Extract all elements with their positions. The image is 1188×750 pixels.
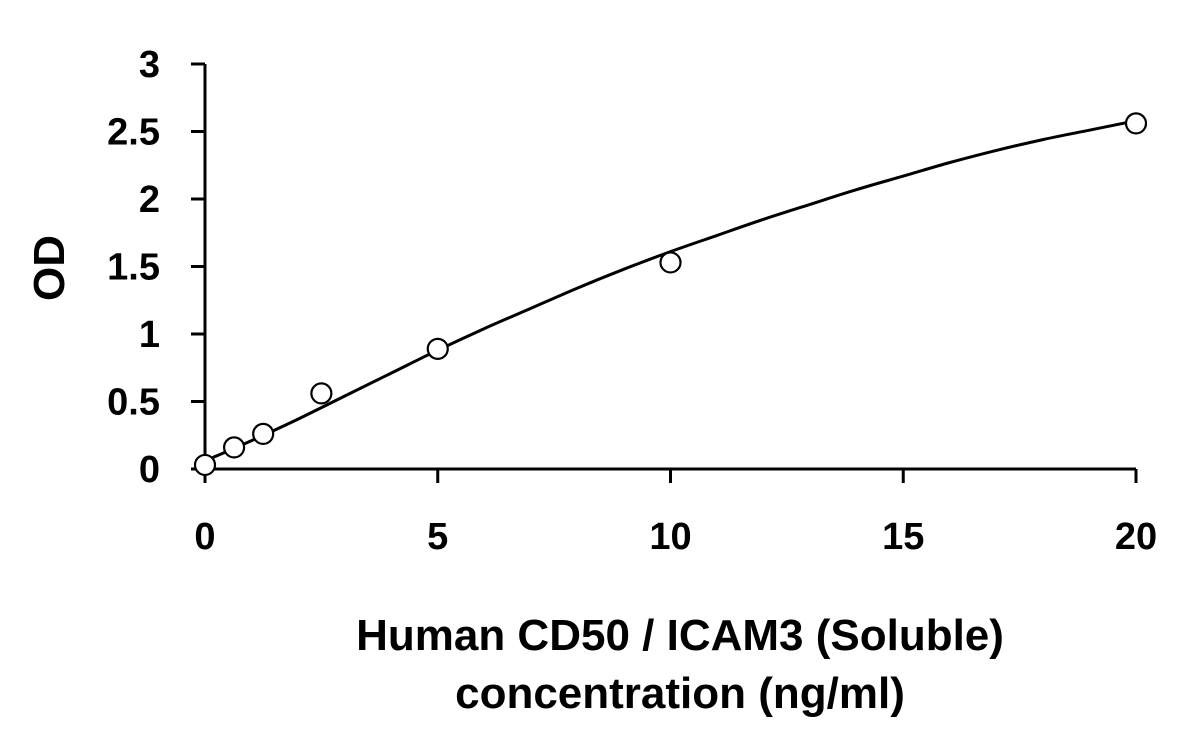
- x-ticks: [203, 469, 1138, 483]
- y-tick-label: 1.5: [107, 247, 160, 289]
- y-tick-label: 3: [139, 44, 160, 86]
- data-point: [1124, 112, 1148, 135]
- data-points: [193, 112, 1148, 477]
- y-tick-label: 1: [139, 314, 160, 356]
- fit-curve: [204, 119, 1137, 463]
- x-tick-labels: 0 5 10 15 20: [194, 516, 1157, 558]
- data-point: [193, 453, 217, 477]
- y-tick-labels: 0 0.5 1 1.5 2 2.5 3: [107, 44, 160, 491]
- x-tick-label: 10: [649, 516, 691, 558]
- y-tick-label: 2: [139, 179, 160, 221]
- y-axis-title: OD: [25, 235, 74, 301]
- x-tick-label: 0: [194, 516, 215, 558]
- data-point: [222, 436, 246, 459]
- x-tick-label: 5: [427, 516, 448, 558]
- data-point: [659, 251, 682, 274]
- data-point: [252, 422, 275, 445]
- x-tick-label: 20: [1115, 516, 1157, 558]
- data-point: [310, 382, 333, 405]
- data-point: [426, 337, 449, 360]
- x-axis-title-line-2: concentration (ng/ml): [455, 669, 905, 718]
- y-tick-label: 0.5: [107, 382, 160, 424]
- y-tick-label: 2.5: [107, 112, 160, 154]
- y-ticks: [191, 62, 205, 471]
- x-tick-label: 15: [882, 516, 924, 558]
- x-axis-title-line-1: Human CD50 / ICAM3 (Soluble): [356, 611, 1004, 660]
- y-tick-label: 0: [139, 449, 160, 491]
